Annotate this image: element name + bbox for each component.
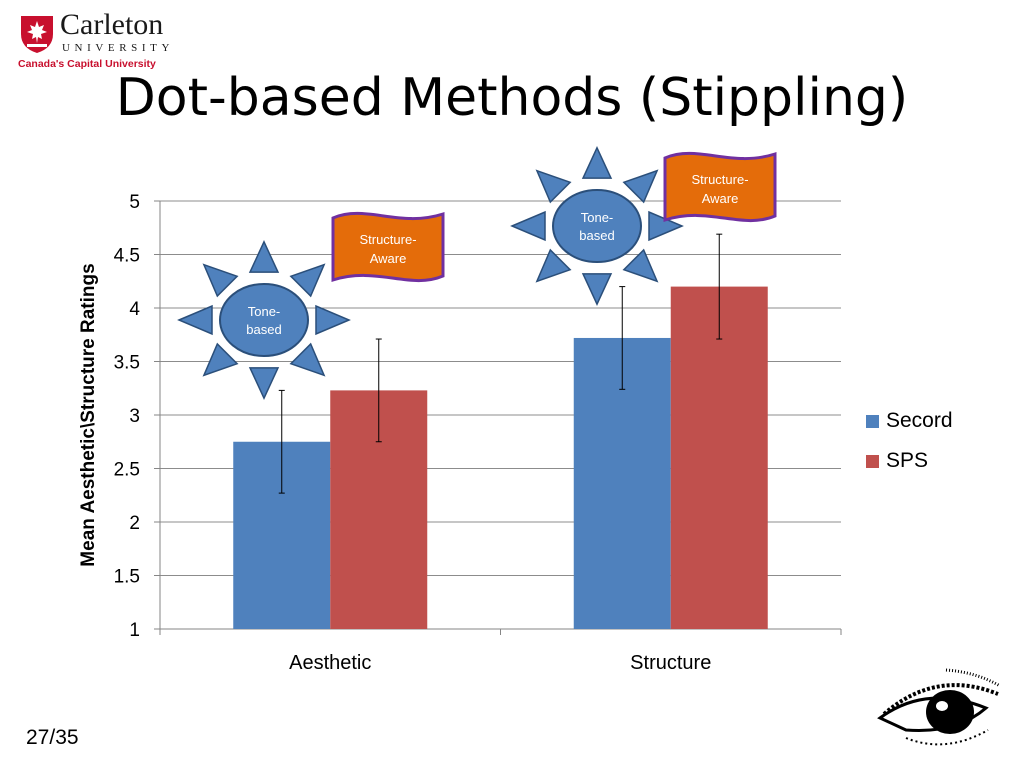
legend-item-sps: SPS: [866, 441, 953, 481]
structure-aware-callout: Structure- Aware: [663, 151, 777, 223]
slide-title: Dot-based Methods (Stippling): [115, 68, 909, 128]
y-tick-label: 3.5: [114, 353, 140, 374]
y-tick-label: 3: [129, 406, 140, 427]
eye-stipple: [905, 729, 989, 746]
y-tick-label: 4: [129, 299, 140, 320]
x-tick-label: Structure: [630, 652, 711, 674]
star-ray: [289, 342, 326, 377]
eye-stipple: [936, 701, 948, 711]
star-ray: [581, 273, 613, 306]
flag-shape: [663, 151, 777, 223]
callout-label: Structure-: [691, 172, 748, 187]
structure-aware-callout: Structure- Aware: [331, 211, 445, 283]
y-tick-label: 5: [129, 192, 140, 213]
legend-label: Secord: [886, 409, 953, 432]
y-tick-label: 1.5: [114, 567, 140, 588]
legend-swatch: [866, 414, 879, 428]
star-center: [219, 283, 309, 357]
callout-label: Tone-: [248, 304, 281, 319]
star-ray: [315, 304, 351, 336]
logo-university: UNIVERSITY: [62, 42, 174, 54]
legend-item-secord: Secord: [866, 401, 953, 441]
star-ray: [248, 367, 280, 400]
star-ray: [289, 263, 326, 298]
tone-based-callout: Tone-based: [510, 146, 684, 306]
bar-sps-structure: [670, 286, 768, 629]
star-center: [552, 189, 642, 263]
stippled-eye-icon: [877, 668, 1001, 746]
flag-shape: [331, 211, 445, 283]
y-tick-label: 1: [129, 620, 140, 641]
star-ray: [622, 248, 659, 283]
star-ray: [622, 169, 659, 204]
tone-based-callout: Tone-based: [177, 240, 351, 400]
eye-stipple: [926, 690, 974, 734]
eye-stipple: [882, 683, 999, 716]
callout-label: Aware: [370, 251, 407, 266]
callout-label: Structure-: [359, 232, 416, 247]
y-tick-label: 4.5: [114, 246, 140, 267]
carleton-logo: Carleton UNIVERSITY Canada's Capital Uni…: [16, 8, 186, 72]
logo-name: Carleton: [60, 8, 164, 41]
star-ray: [535, 169, 572, 204]
callout-label: Aware: [702, 191, 739, 206]
y-axis-label: Mean Aesthetic\Structure Ratings: [78, 263, 99, 566]
callout-label: based: [579, 228, 614, 243]
star-ray: [510, 210, 546, 242]
callout-label: Tone-: [581, 210, 614, 225]
legend-swatch: [866, 454, 879, 468]
logo-tagline: Canada's Capital University: [18, 58, 156, 70]
star-ray: [202, 263, 239, 298]
star-ray: [581, 146, 613, 179]
slide-number: 27/35: [26, 726, 79, 749]
y-tick-label: 2: [129, 513, 140, 534]
star-ray: [248, 240, 280, 273]
star-ray: [202, 342, 239, 377]
chart-legend: Secord SPS: [866, 401, 953, 481]
legend-label: SPS: [886, 449, 929, 472]
star-ray: [177, 304, 213, 336]
x-tick-label: Aesthetic: [289, 652, 371, 674]
y-tick-label: 2.5: [114, 460, 140, 481]
star-ray: [535, 248, 572, 283]
callout-label: based: [246, 322, 281, 337]
carleton-shield-icon: [21, 16, 53, 53]
